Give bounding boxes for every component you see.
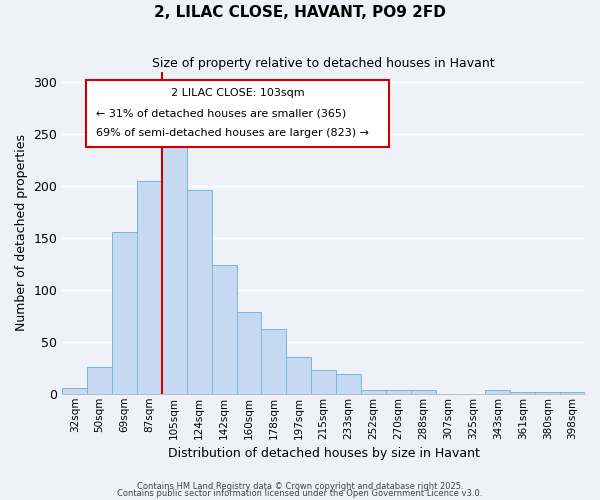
Bar — [137, 181, 162, 394]
Bar — [535, 392, 560, 394]
Bar — [560, 392, 585, 394]
Bar — [336, 374, 361, 394]
Bar — [112, 232, 137, 394]
X-axis label: Distribution of detached houses by size in Havant: Distribution of detached houses by size … — [168, 447, 479, 460]
Text: Contains HM Land Registry data © Crown copyright and database right 2025.: Contains HM Land Registry data © Crown c… — [137, 482, 463, 491]
Bar — [187, 190, 212, 394]
Bar — [262, 330, 286, 394]
Bar — [386, 390, 411, 394]
Text: ← 31% of detached houses are smaller (365): ← 31% of detached houses are smaller (36… — [96, 108, 347, 118]
Title: Size of property relative to detached houses in Havant: Size of property relative to detached ho… — [152, 58, 495, 70]
Text: 2 LILAC CLOSE: 103sqm: 2 LILAC CLOSE: 103sqm — [170, 88, 304, 98]
Bar — [62, 388, 87, 394]
Bar — [485, 390, 511, 394]
Bar — [311, 370, 336, 394]
Bar — [286, 358, 311, 394]
Bar — [236, 312, 262, 394]
Y-axis label: Number of detached properties: Number of detached properties — [15, 134, 28, 331]
Bar — [361, 390, 386, 394]
Bar — [162, 133, 187, 394]
Bar — [511, 392, 535, 394]
Bar — [411, 390, 436, 394]
Text: Contains public sector information licensed under the Open Government Licence v3: Contains public sector information licen… — [118, 490, 482, 498]
Text: 2, LILAC CLOSE, HAVANT, PO9 2FD: 2, LILAC CLOSE, HAVANT, PO9 2FD — [154, 5, 446, 20]
FancyBboxPatch shape — [86, 80, 389, 148]
Bar — [87, 366, 112, 394]
Bar — [212, 265, 236, 394]
Text: 69% of semi-detached houses are larger (823) →: 69% of semi-detached houses are larger (… — [96, 128, 369, 138]
